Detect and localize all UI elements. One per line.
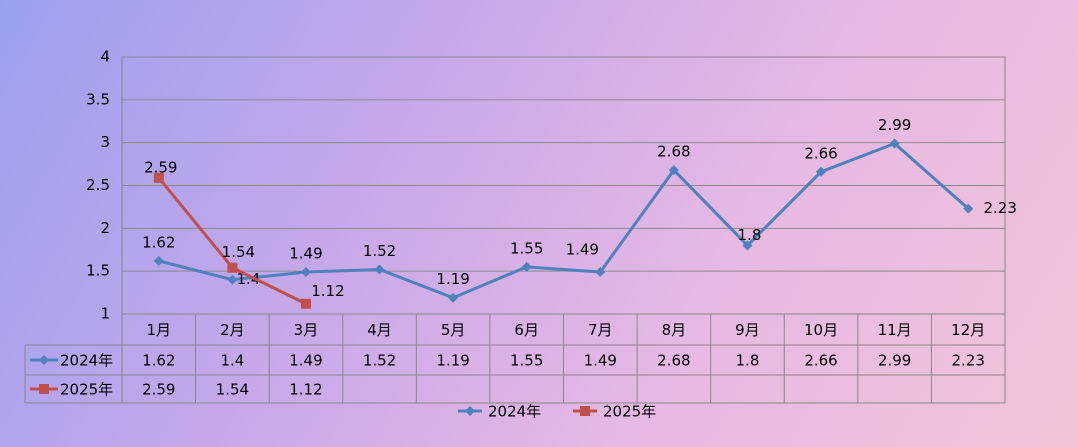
data-point (227, 274, 238, 285)
data-label: 1.8 (738, 226, 762, 244)
y-tick-label: 2 (100, 219, 110, 237)
data-label: 2.68 (657, 143, 690, 161)
table-cell: 1.12 (289, 381, 322, 399)
data-label: 1.12 (311, 282, 344, 300)
table-header: 6月 (514, 321, 539, 339)
legend-label: 2025年 (603, 403, 656, 421)
table-header: 8月 (662, 321, 687, 339)
data-point (595, 267, 606, 278)
table-header: 4月 (367, 321, 392, 339)
data-point (816, 166, 827, 177)
data-point (889, 138, 900, 149)
data-label: 1.55 (510, 239, 543, 257)
legend-marker (580, 406, 590, 416)
table-header: 7月 (588, 321, 613, 339)
series-line (158, 141, 970, 300)
legend-marker (465, 406, 475, 416)
y-tick-label: 3.5 (86, 90, 110, 108)
table-cell: 2.68 (657, 352, 690, 370)
legend-label: 2024年 (488, 403, 541, 421)
table-cell: 1.4 (220, 352, 244, 370)
data-label: 1.19 (436, 270, 469, 288)
data-point (521, 261, 532, 272)
table-header: 1月 (147, 321, 172, 339)
table-cell: 2.66 (804, 352, 837, 370)
data-point (153, 172, 164, 183)
data-label: 2.99 (878, 116, 911, 134)
data-label: 1.49 (289, 245, 322, 263)
data-label: 1.54 (222, 243, 255, 261)
table-row-header: 2024年 (60, 352, 113, 370)
data-point (742, 240, 753, 251)
data-point (227, 262, 238, 273)
table-cell: 2.99 (878, 352, 911, 370)
data-point (374, 264, 385, 275)
table-header: 10月 (804, 321, 838, 339)
data-point (300, 267, 311, 278)
y-tick-label: 4 (100, 48, 110, 66)
table-header: 9月 (735, 321, 760, 339)
table-header: 11月 (878, 321, 912, 339)
table-header: 3月 (294, 321, 319, 339)
table-cell: 1.49 (584, 352, 617, 370)
table-cell: 1.49 (289, 352, 322, 370)
data-label: 2.59 (144, 158, 177, 176)
legend-key-marker (39, 355, 49, 365)
table-header: 5月 (441, 321, 466, 339)
data-point (668, 165, 679, 176)
table-cell: 1.52 (363, 352, 396, 370)
data-label: 1.52 (363, 242, 396, 260)
table-cell: 2.23 (952, 352, 985, 370)
table-cell: 1.19 (436, 352, 469, 370)
table-cell: 2.59 (142, 381, 175, 399)
data-label: 2.66 (804, 144, 837, 162)
data-label: 1.49 (566, 241, 599, 259)
data-label: 2.23 (984, 199, 1017, 217)
table-row-header: 2025年 (60, 381, 113, 399)
y-tick-label: 3 (100, 133, 110, 151)
table-cell: 1.62 (142, 352, 175, 370)
data-label: 1.62 (142, 233, 175, 251)
data-point (448, 292, 459, 303)
data-label: 1.4 (236, 270, 260, 288)
y-tick-label: 2.5 (86, 176, 110, 194)
series-line (157, 176, 307, 306)
table-header: 2月 (220, 321, 245, 339)
table-cell: 1.54 (216, 381, 249, 399)
y-tick-label: 1.5 (86, 262, 110, 280)
data-point (300, 298, 311, 309)
y-tick-label: 1 (100, 305, 110, 323)
table-cell: 1.8 (736, 352, 760, 370)
table-cell: 1.55 (510, 352, 543, 370)
data-point (153, 255, 164, 266)
data-point (963, 203, 974, 214)
table-header: 12月 (951, 321, 985, 339)
legend-key-marker (39, 384, 49, 394)
